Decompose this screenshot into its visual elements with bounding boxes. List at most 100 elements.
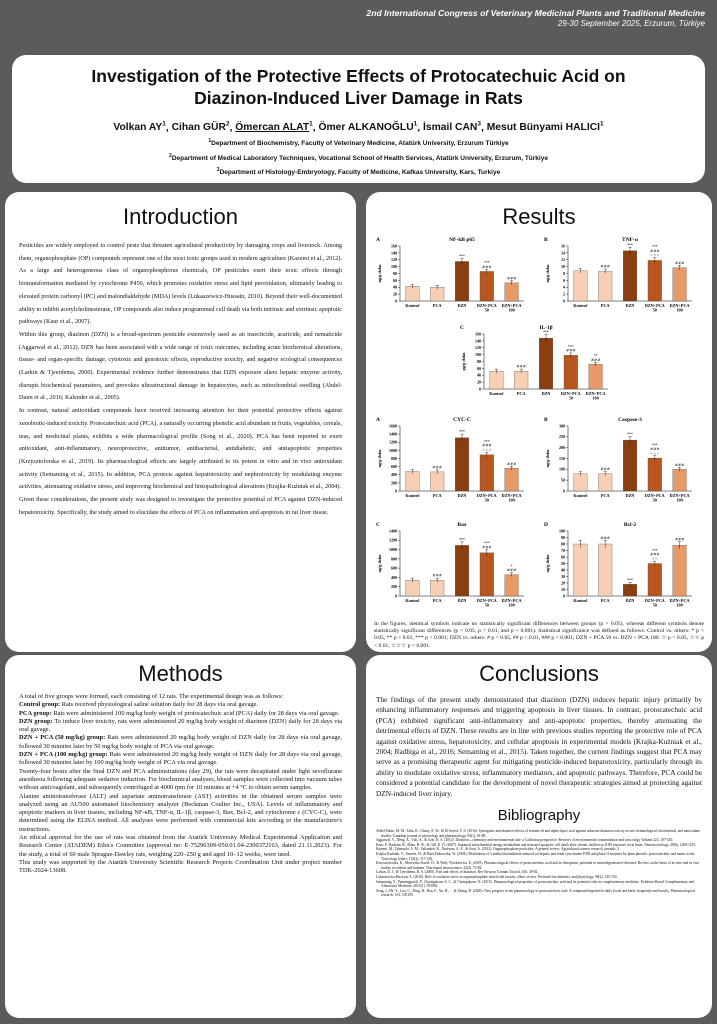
y-tick-label: 2: [563, 292, 565, 297]
significance-mark: ***: [627, 431, 633, 436]
significance-mark: ###: [432, 464, 442, 469]
intro-paragraph: Given these considerations, the present …: [19, 496, 342, 516]
y-axis-label: ng/g doku: [377, 554, 382, 572]
y-tick-label: 1400: [389, 432, 397, 437]
y-tick-label: 300: [559, 423, 565, 428]
significance-mark: ***: [484, 540, 490, 545]
affiliation-text: Department of Biochemistry, Faculty of V…: [211, 140, 509, 148]
group-text: Rats were administered 100 mg/kg body we…: [53, 709, 340, 717]
x-tick-label: DZN+PCA: [502, 493, 522, 498]
y-tick-label: 600: [391, 464, 397, 469]
x-tick-label: 50: [653, 603, 657, 608]
x-tick-label: DZN+PCA: [502, 598, 522, 603]
significance-mark: ###: [675, 536, 685, 541]
intro-paragraph: In contrast, natural antioxidant compoun…: [19, 407, 342, 491]
x-tick-label: DZN+PCA: [502, 303, 522, 308]
x-tick-label: Kontrol: [405, 493, 420, 498]
y-tick-label: 8: [563, 271, 565, 276]
group-text: Rats received physiological saline solut…: [61, 701, 259, 709]
y-tick-label: 50: [561, 561, 565, 566]
introduction-panel: Introduction Pesticides are widely emplo…: [5, 192, 356, 652]
significance-mark: ###: [432, 573, 442, 578]
y-tick-label: 80: [393, 271, 397, 276]
x-tick-label: 100: [508, 603, 514, 608]
title-line-2: Diazinon-Induced Liver Damage in Rats: [194, 88, 523, 108]
chart-title: Bcl-2: [624, 522, 636, 528]
affiliation: 3Department of Histology-Embryology, Fac…: [12, 167, 705, 176]
congress-name: 2nd International Congress of Veterinary…: [366, 8, 705, 18]
bar: [573, 473, 588, 492]
methods-paragraph: An ethical approval for the use of rats …: [19, 834, 342, 858]
reference-item: Kazemi, M., Tahmasbi, A. M., Valizadeh, …: [376, 847, 620, 852]
y-tick-label: 1000: [389, 547, 397, 552]
bar: [563, 355, 578, 390]
bar: [455, 545, 469, 597]
author-name-text: Volkan AY: [113, 122, 163, 134]
intro-paragraph: Within this group, diazinon (DZN) is a b…: [19, 330, 342, 402]
x-tick-label: 100: [676, 498, 682, 503]
y-tick-label: 1000: [389, 448, 397, 453]
author-affiliation-mark: 1: [413, 121, 418, 128]
y-tick-label: 80: [477, 359, 481, 364]
bar: [672, 545, 687, 597]
bar: [672, 469, 687, 492]
affiliation-mark: 2: [169, 152, 172, 159]
methods-paragraph: This study was supported by the Atatürk …: [19, 858, 342, 875]
author-name: İsmail CAN3: [423, 121, 481, 133]
y-tick-label: 60: [561, 554, 565, 559]
y-tick-label: 200: [559, 445, 565, 450]
x-tick-label: 100: [592, 396, 598, 401]
y-axis-label: pg/g doku: [461, 352, 466, 370]
bar: [489, 370, 504, 390]
significance-mark: ###: [482, 443, 492, 448]
y-tick-label: 250: [559, 434, 565, 439]
y-tick-label: 800: [391, 456, 397, 461]
group-item: PCA group: Rats were administered 100 mg…: [19, 710, 342, 718]
bibliography-list: Abdel-Daim, M. M., Taha, R., Ghazy, E. W…: [376, 829, 702, 898]
group-label: DZN group:: [19, 717, 53, 725]
x-tick-label: PCA: [433, 303, 442, 308]
y-tick-label: 30: [561, 574, 565, 579]
y-tick-label: 0: [395, 593, 397, 598]
y-tick-label: 0: [563, 298, 565, 303]
x-tick-label: Kontrol: [573, 303, 588, 308]
x-tick-label: 50: [569, 396, 573, 401]
y-tick-label: 10: [561, 264, 565, 269]
chart-panel-label: C: [376, 522, 380, 528]
significance-note: In the figures, identical symbols indica…: [374, 621, 704, 649]
author-name-text: Ömer ALKANOĞLU: [318, 122, 414, 134]
x-tick-label: Kontrol: [405, 303, 420, 308]
y-tick-label: 20: [393, 292, 397, 297]
y-tick-label: 4: [563, 285, 565, 290]
methods-intro: A total of five groups were formed, each…: [19, 693, 284, 700]
y-tick-label: 0: [479, 386, 481, 391]
x-tick-label: DZN: [626, 303, 635, 308]
bar: [514, 370, 529, 390]
bibliography-heading: Bibliography: [497, 807, 581, 825]
results-charts: A NF-kB p65 ng/g doku 0 20 40 60 80 100 120 140 160…: [374, 234, 704, 619]
bar: [430, 580, 445, 597]
intro-paragraph: Pesticides are widely employed to contro…: [19, 242, 342, 326]
group-label: DZN + PCA (50 mg/kg) group:: [19, 734, 106, 742]
y-tick-label: 40: [393, 285, 397, 290]
significance-mark: ***: [459, 536, 465, 541]
group-item: Control group: Rats received physiologic…: [19, 701, 342, 709]
group-label: PCA group:: [19, 709, 52, 717]
x-tick-label: PCA: [433, 493, 442, 498]
x-tick-label: PCA: [601, 303, 610, 308]
y-tick-label: 6: [563, 278, 565, 283]
significance-mark: ###: [650, 446, 660, 451]
author-name-text: Ömercan ALAT: [235, 122, 310, 134]
results-panel: Results A NF-kB p65 ng/g doku 0 20 40 60 80 100 1…: [366, 192, 712, 652]
y-tick-label: 0: [395, 488, 397, 493]
y-tick-label: 70: [561, 548, 565, 553]
significance-mark: ***: [484, 438, 490, 443]
author-name: Ömer ALKANOĞLU1: [318, 121, 418, 134]
x-tick-label: DZN: [458, 493, 467, 498]
bar: [598, 473, 613, 492]
conclusions-panel: Conclusions The findings of the present …: [366, 655, 712, 1018]
y-tick-label: 400: [391, 575, 397, 580]
significance-mark: ###: [600, 264, 610, 269]
significance-mark: ###: [675, 260, 685, 265]
significance-mark: ☆☆☆: [650, 450, 661, 455]
